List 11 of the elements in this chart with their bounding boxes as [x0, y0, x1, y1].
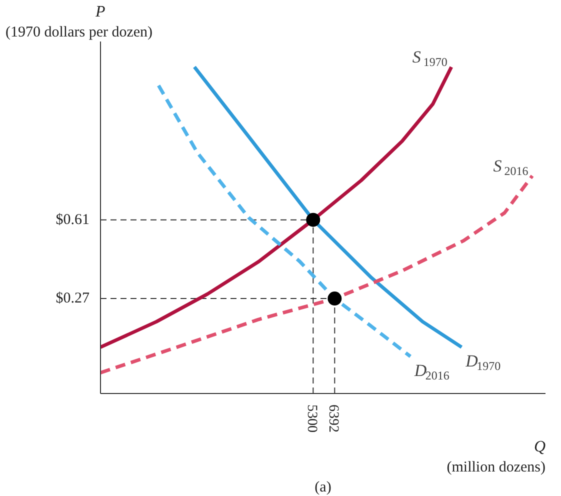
x-tick-label: 5300 [304, 404, 320, 432]
y-axis-title: P [94, 4, 106, 20]
y-tick-label: $0.27 [56, 290, 90, 307]
text: (million dozens) [446, 460, 546, 476]
line-series [156, 84, 412, 358]
text: (a) [314, 480, 332, 496]
y-tick-label: $0.61 [56, 212, 90, 228]
text: (1970 dollars per dozen) [6, 24, 153, 40]
line-series [192, 65, 464, 349]
x-tick-label: 6392 [326, 404, 341, 432]
x-axis-title: Q [534, 438, 546, 456]
